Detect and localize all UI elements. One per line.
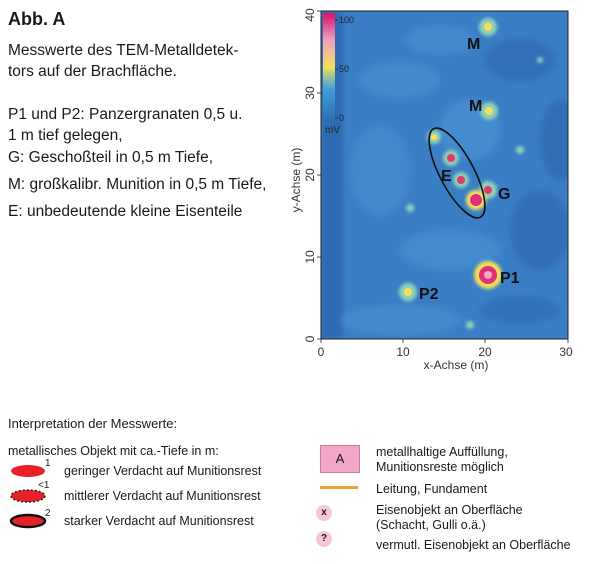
legend-question-symbol: ? [316, 531, 332, 547]
description-line-2: tors auf der Brachfläche. [8, 63, 177, 80]
legend-text-high: starker Verdacht auf Munitionsrest [64, 514, 254, 528]
x-tick-label: 30 [559, 345, 573, 359]
y-tick-label: 40 [303, 8, 317, 22]
legend-depth-2: <1 [38, 480, 50, 491]
anomaly-e-second [453, 172, 469, 188]
axis-ticks [317, 10, 569, 343]
description-line-3: P1 und P2: Panzergranaten 0,5 u. [8, 106, 243, 123]
legend-x-symbol: x [316, 505, 332, 521]
legend-text-medium: mittlerer Verdacht auf Munitionsrest [64, 489, 261, 503]
anomaly-m-lower [480, 102, 498, 120]
figure-title: Abb. A [8, 9, 66, 29]
legend-symbol-low [11, 465, 45, 477]
x-tick-label: 0 [318, 345, 325, 359]
tem-survey-map: M M E G P1 P2 100 50 0 mV 0 10 20 30 0 1… [289, 8, 573, 372]
y-tick-label: 10 [303, 250, 317, 264]
anomaly-e-main [443, 150, 459, 166]
description-line-7: E: unbedeutende kleine Eisenteile [8, 203, 243, 220]
y-axis-title: y-Achse (m) [289, 148, 303, 213]
description-line-4: 1 m tief gelegen, [8, 127, 123, 144]
legend-area-text-1: metallhaltige Auffüllung, [376, 445, 508, 459]
description-line-6: M: großkalibr. Munition in 0,5 m Tiefe, [8, 176, 267, 193]
legend-x-text-1: Eisenobjekt an Oberfläche [376, 503, 523, 517]
anomaly-p1 [474, 261, 502, 289]
legend-area-symbol: A [320, 445, 360, 473]
x-tick-label: 10 [396, 345, 410, 359]
anomaly-cluster [466, 190, 486, 210]
legend-area-text-2: Munitionsreste möglich [376, 460, 504, 474]
map-label-g: G [498, 186, 510, 203]
colorbar-min-label: 0 [339, 113, 344, 123]
anomaly-m-upper [479, 18, 497, 36]
legend-text-low: geringer Verdacht auf Munitionsrest [64, 464, 262, 478]
colorbar-max-label: 100 [339, 15, 354, 25]
legend-line-symbol [320, 486, 358, 489]
legend-depth-1: 1 [45, 458, 51, 469]
map-label-p1: P1 [500, 270, 520, 287]
colorbar: 100 50 0 mV [323, 13, 354, 136]
map-label-p2: P2 [419, 286, 439, 303]
legend-x-text-2: (Schacht, Gulli o.ä.) [376, 518, 486, 532]
y-tick-label: 20 [303, 168, 317, 182]
y-tick-label: 0 [303, 335, 317, 342]
legend-subtitle: metallisches Objekt mit ca.-Tiefe in m: [8, 444, 219, 458]
map-label-m-lower: M [469, 98, 482, 115]
y-tick-label: 30 [303, 86, 317, 100]
legend-symbols-left [9, 465, 47, 529]
colorbar-mid-label: 50 [339, 64, 349, 74]
colorbar-unit-label: mV [325, 125, 340, 136]
x-axis-title: x-Achse (m) [424, 358, 489, 372]
x-tick-label: 20 [478, 345, 492, 359]
legend-title: Interpretation der Messwerte: [8, 416, 178, 431]
anomaly-cluster-outline [428, 127, 486, 219]
legend-depth-3: 2 [45, 508, 51, 519]
legend-symbol-high [9, 513, 47, 529]
map-label-e: E [441, 168, 452, 185]
map-label-m-upper: M [467, 36, 480, 53]
legend-line-text: Leitung, Fundament [376, 482, 488, 496]
anomaly-spots [399, 18, 543, 329]
description-line-5: G: Geschoßteil in 0,5 m Tiefe, [8, 149, 214, 166]
description-line-1: Messwerte des TEM-Metalldetek- [8, 42, 239, 59]
anomaly-p2 [399, 283, 417, 301]
legend-symbol-medium [10, 489, 46, 503]
legend-question-text: vermutl. Eisenobjekt an Oberfläche [376, 538, 571, 552]
